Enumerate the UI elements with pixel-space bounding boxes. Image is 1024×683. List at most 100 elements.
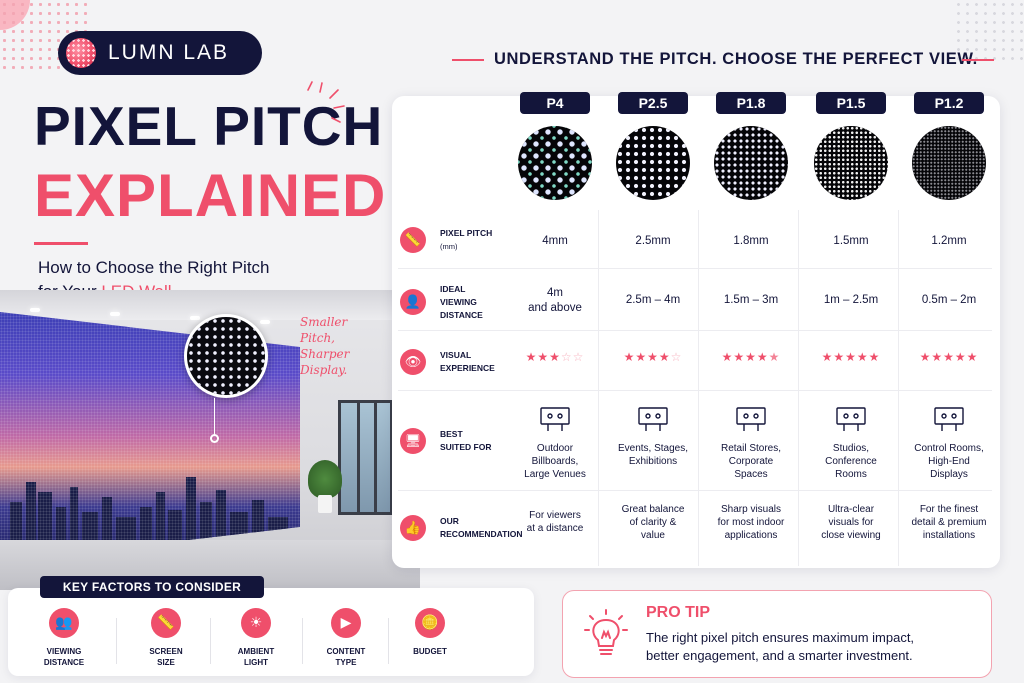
row-label: 📏 PIXEL PITCH (mm) <box>400 212 504 268</box>
row-label: 👤 IDEAL VIEWING DISTANCE <box>400 272 504 332</box>
best-suited-for: Events, Stages, Exhibitions <box>617 443 689 467</box>
title-line-1: PIXEL PITCH <box>34 95 384 157</box>
row-divider <box>398 390 992 391</box>
pitch-value: 1.8mm <box>733 235 769 247</box>
row-divider <box>398 330 992 331</box>
viewing-distance: 1m – 2.5m <box>823 294 879 306</box>
star-filled-icon: ★ <box>721 350 734 364</box>
comparison-heading: UNDERSTAND THE PITCH. CHOOSE THE PERFECT… <box>494 50 978 68</box>
pitch-value: 1.2mm <box>931 235 967 247</box>
star-rating: ★★★☆☆ <box>506 350 604 364</box>
star-filled-icon: ★ <box>845 350 857 364</box>
monitor-icon: 🖥 <box>400 428 426 454</box>
factor-divider <box>210 618 211 664</box>
key-factor: ▶ CONTENT TYPE <box>306 608 386 668</box>
recommendation: Sharp visuals for most indoor applications <box>717 504 785 541</box>
ceiling-light <box>30 308 40 312</box>
factor-divider <box>302 618 303 664</box>
ceiling-light <box>110 312 120 316</box>
star-filled-icon: ★ <box>745 350 757 364</box>
star-empty-icon: ☆ <box>670 350 683 364</box>
star-filled-icon: ★ <box>966 350 979 364</box>
factor-divider <box>388 618 389 664</box>
column-header[interactable]: P1.8 <box>716 92 786 114</box>
audience-icon <box>638 407 668 431</box>
plant <box>308 460 342 498</box>
window <box>338 400 393 515</box>
row-divider <box>398 490 992 491</box>
pitch-value: 1.5mm <box>833 235 869 247</box>
star-filled-icon: ★ <box>954 350 967 364</box>
viewing-distance: 4m and above <box>528 287 582 314</box>
star-empty-icon: ☆ <box>560 350 573 364</box>
star-filled-icon: ★ <box>525 350 538 364</box>
best-suited-for: Studios, Conference Rooms <box>825 443 877 480</box>
star-filled-icon: ★ <box>856 350 869 364</box>
pitch-value: 4mm <box>542 235 568 247</box>
best-suited-for: Outdoor Billboards, Large Venues <box>524 443 586 480</box>
zoom-pointer-dot <box>210 434 219 443</box>
star-filled-icon: ★ <box>635 350 648 364</box>
lightbulb-icon <box>584 609 628 655</box>
viewing-distance: 1.5m – 3m <box>723 294 779 306</box>
star-filled-icon: ★ <box>537 350 550 364</box>
coins-icon: 🪙 <box>415 608 445 638</box>
star-rating: ★★★★★ <box>900 350 998 364</box>
star-half-icon: ★ <box>768 350 781 364</box>
brand-logo[interactable]: LUMN LAB <box>58 31 262 75</box>
column-header[interactable]: P1.2 <box>914 92 984 114</box>
pixel-pitch-sample <box>518 126 592 200</box>
title-underline <box>34 242 88 245</box>
subtitle-line-1: How to Choose the Right Pitch <box>38 258 270 277</box>
star-filled-icon: ★ <box>756 350 769 364</box>
star-filled-icon: ★ <box>658 350 671 364</box>
heading-dash-left <box>452 59 484 61</box>
zoom-pointer-line <box>214 398 215 436</box>
pixel-zoom-circle <box>184 314 268 398</box>
star-filled-icon: ★ <box>647 350 659 364</box>
column-header[interactable]: P4 <box>520 92 590 114</box>
pixel-pitch-sample <box>912 126 986 200</box>
pro-tip-text: The right pixel pitch ensures maximum im… <box>646 630 915 663</box>
key-factor: 🪙 BUDGET <box>390 608 470 657</box>
sparkle-icon <box>307 81 345 123</box>
pixel-pitch-sample <box>814 126 888 200</box>
ceiling-light <box>260 320 270 324</box>
best-suited-for: Retail Stores, Corporate Spaces <box>720 443 782 480</box>
recommendation: For viewers at a distance <box>526 510 584 534</box>
column-header[interactable]: P1.5 <box>816 92 886 114</box>
star-filled-icon: ★ <box>833 350 846 364</box>
control-room-icon <box>934 407 964 431</box>
star-empty-icon: ☆ <box>572 350 585 364</box>
viewing-distance: 2.5m – 4m <box>625 294 681 306</box>
thumbs-up-icon: 👍 <box>400 515 426 541</box>
key-factor: 📏 SCREEN SIZE <box>126 608 206 668</box>
pixel-pitch-sample <box>714 126 788 200</box>
billboard-icon <box>540 407 570 431</box>
star-filled-icon: ★ <box>868 350 881 364</box>
conference-icon <box>836 407 866 431</box>
star-rating: ★★★★★ <box>702 350 800 364</box>
row-divider <box>398 268 992 269</box>
ruler-icon: 📏 <box>400 227 426 253</box>
video-icon: ▶ <box>331 608 361 638</box>
eye-icon: 👁 <box>400 349 426 375</box>
column-divider <box>698 210 699 566</box>
recommendation: For the finest detail & premium installati… <box>911 504 987 541</box>
plant-pot <box>318 495 332 513</box>
pixel-pitch-sample <box>616 126 690 200</box>
star-filled-icon: ★ <box>733 350 746 364</box>
column-header[interactable]: P2.5 <box>618 92 688 114</box>
star-filled-icon: ★ <box>623 350 636 364</box>
sun-icon: ☀ <box>241 608 271 638</box>
star-filled-icon: ★ <box>943 350 955 364</box>
star-filled-icon: ★ <box>549 350 561 364</box>
storefront-icon <box>736 407 766 431</box>
people-icon: 👥 <box>49 608 79 638</box>
city-skyline <box>0 477 300 552</box>
star-rating: ★★★★★ <box>802 350 900 364</box>
viewing-distance: 0.5m – 2m <box>921 294 977 306</box>
column-divider <box>898 210 899 566</box>
brand-name: LUMN LAB <box>108 41 230 64</box>
handwritten-note: Smaller Pitch, Sharper Display. <box>300 315 350 377</box>
